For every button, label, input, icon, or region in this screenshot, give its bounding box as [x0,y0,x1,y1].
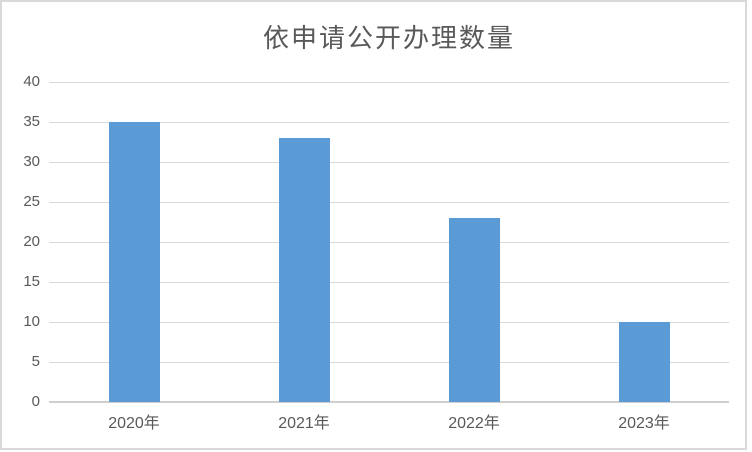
x-axis-line [49,401,729,403]
gridline [49,282,729,283]
gridline [49,362,729,363]
y-tick-label: 35 [23,113,40,130]
y-tick-label: 0 [31,393,40,410]
bar-2023年 [618,322,670,402]
y-tick-label: 10 [23,313,40,330]
bar-2021年 [278,138,330,402]
gridline [49,162,729,163]
chart-title: 依申请公开办理数量 [262,24,515,53]
gridline [49,122,729,123]
y-tick-label: 40 [23,73,40,90]
x-category-label: 2020年 [108,415,160,432]
gridline [49,242,729,243]
x-category-label: 2021年 [278,415,330,432]
x-category-label: 2023年 [618,415,670,432]
gridline [49,82,729,83]
y-tick-label: 25 [23,193,40,210]
bar-2020年 [108,122,160,402]
y-tick-label: 30 [23,153,40,170]
bar-2022年 [448,218,500,402]
plot-area [49,82,729,403]
gridline [49,202,729,203]
y-tick-label: 15 [23,273,40,290]
y-tick-label: 20 [23,233,40,250]
gridline [49,322,729,323]
y-tick-label: 5 [31,353,40,370]
x-category-label: 2022年 [448,415,500,432]
